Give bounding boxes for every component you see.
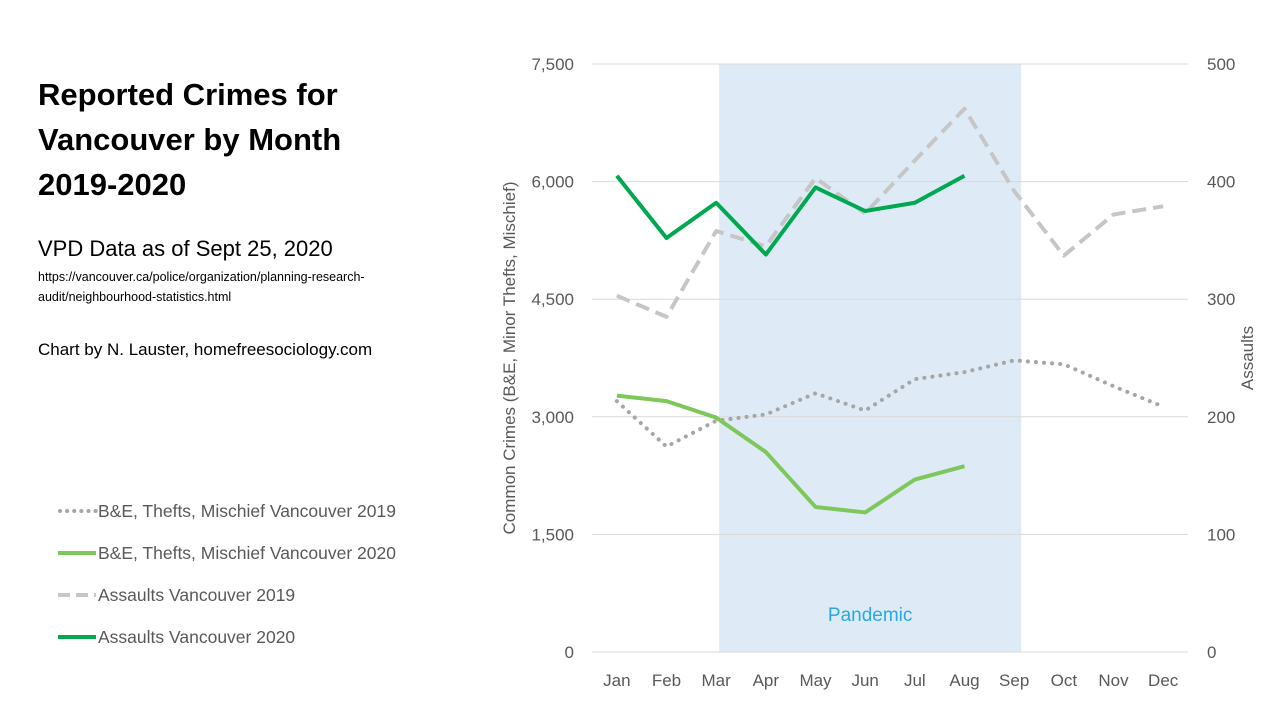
x-tick-label: Jan [603, 671, 630, 690]
y-left-tick-label: 4,500 [531, 290, 574, 309]
chart-credit: Chart by N. Lauster, homefreesociology.c… [38, 340, 373, 359]
chart-subtitle: VPD Data as of Sept 25, 2020 [38, 236, 333, 261]
y-right-tick-label: 300 [1207, 290, 1235, 309]
title-line: Vancouver by Month [38, 122, 342, 157]
x-tick-label: Jul [904, 671, 926, 690]
source-line: https://vancouver.ca/police/organization… [38, 270, 365, 284]
x-tick-label: Oct [1051, 671, 1078, 690]
y-left-tick-label: 7,500 [531, 55, 574, 74]
legend-label: Assaults Vancouver 2020 [98, 626, 296, 647]
title-line: Reported Crimes for [38, 77, 338, 112]
source-line: audit/neighbourhood-statistics.html [38, 290, 232, 304]
legend-swatch-dashed [58, 593, 96, 597]
y-left-tick-label: 3,000 [531, 408, 574, 427]
legend-item: Assaults Vancouver 2020 [58, 616, 396, 658]
legend-swatch-solid-green [58, 635, 96, 639]
y-right-tick-label: 200 [1207, 408, 1235, 427]
series-line-3 [616, 106, 1164, 319]
legend-swatch-solid-lightgreen [58, 551, 96, 555]
x-tick-label: Dec [1148, 671, 1179, 690]
legend-item: Assaults Vancouver 2019 [58, 574, 396, 616]
legend-swatch-dotted [58, 509, 98, 513]
legend-label: B&E, Thefts, Mischief Vancouver 2019 [98, 500, 396, 521]
y-left-tick-label: 6,000 [531, 173, 574, 192]
y-right-tick-label: 400 [1207, 173, 1235, 192]
x-tick-label: Feb [652, 671, 681, 690]
legend-label: Assaults Vancouver 2019 [98, 584, 296, 605]
legend-item: B&E, Thefts, Mischief Vancouver 2020 [58, 532, 396, 574]
legend-label: B&E, Thefts, Mischief Vancouver 2020 [98, 542, 396, 563]
legend: B&E, Thefts, Mischief Vancouver 2019 B&E… [58, 490, 396, 658]
x-tick-label: Aug [949, 671, 979, 690]
y-right-tick-label: 0 [1207, 643, 1216, 662]
source-url: https://vancouver.ca/police/organization… [38, 267, 438, 307]
title-line: 2019-2020 [38, 167, 187, 202]
y-right-tick-label: 100 [1207, 525, 1235, 544]
y-right-tick-label: 500 [1207, 55, 1235, 74]
pandemic-label: Pandemic [828, 605, 913, 626]
x-tick-label: May [799, 671, 832, 690]
x-tick-label: Nov [1098, 671, 1129, 690]
x-tick-label: Sep [999, 671, 1029, 690]
series-line-2 [616, 393, 966, 515]
y-left-tick-label: 0 [565, 643, 574, 662]
x-tick-label: Jun [851, 671, 878, 690]
series-line-4 [615, 173, 966, 257]
chart-title: Reported Crimes for Vancouver by Month 2… [38, 72, 458, 207]
legend-item: B&E, Thefts, Mischief Vancouver 2019 [58, 490, 396, 532]
y-right-axis-title: Assaults [1238, 326, 1257, 390]
pandemic-shaded-region [719, 64, 1022, 652]
y-left-axis-title: Common Crimes (B&E, Minor Thefts, Mischi… [500, 182, 519, 535]
x-tick-label: Mar [702, 671, 732, 690]
y-left-tick-label: 1,500 [531, 525, 574, 544]
x-tick-label: Apr [753, 671, 780, 690]
series-line-1 [614, 358, 1166, 449]
